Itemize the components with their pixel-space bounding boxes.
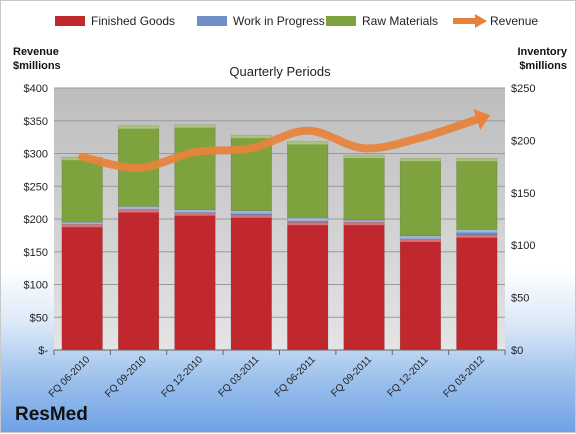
x-tick-label: FQ 03-2012 bbox=[441, 354, 487, 400]
bar-highlight bbox=[118, 206, 159, 210]
bar-finished-goods bbox=[61, 223, 103, 351]
bar-raw-materials bbox=[399, 157, 442, 237]
bar-highlight bbox=[174, 124, 216, 128]
bar-highlight bbox=[231, 135, 272, 139]
right-tick-label: $50 bbox=[511, 293, 529, 305]
bar-finished-goods bbox=[287, 221, 329, 351]
left-tick-label: $- bbox=[38, 345, 48, 357]
bar-highlight bbox=[174, 209, 216, 213]
left-tick-label: $350 bbox=[24, 116, 48, 128]
x-tick-label: FQ 12-2011 bbox=[386, 354, 431, 399]
x-tick-label: FQ 09-2010 bbox=[103, 354, 149, 400]
legend-label-revenue: Revenue bbox=[490, 14, 538, 28]
bar-highlight bbox=[400, 158, 441, 162]
bar-highlight bbox=[61, 224, 103, 228]
x-tick-label: FQ 06-2011 bbox=[273, 354, 318, 399]
left-tick-label: $200 bbox=[24, 214, 48, 226]
legend-swatch-raw-materials bbox=[326, 16, 356, 26]
revenue-arrowhead bbox=[473, 108, 491, 130]
x-tick-label: FQ 03-2011 bbox=[216, 354, 261, 399]
bar-finished-goods bbox=[230, 214, 272, 351]
left-tick-label: $150 bbox=[24, 247, 48, 259]
right-tick-label: $200 bbox=[511, 135, 535, 147]
bar-raw-materials bbox=[343, 154, 385, 221]
revenue-series bbox=[78, 108, 491, 172]
right-tick-label: $250 bbox=[511, 83, 535, 95]
bar-finished-goods bbox=[343, 221, 385, 351]
left-tick-label: $50 bbox=[30, 312, 48, 324]
bar-raw-materials bbox=[456, 157, 498, 230]
bar-raw-materials bbox=[61, 156, 103, 223]
bar-highlight bbox=[287, 217, 328, 221]
left-tick-label: $400 bbox=[24, 83, 48, 95]
bar-highlight bbox=[231, 210, 272, 214]
legend-label-finished-goods: Finished Goods bbox=[91, 14, 175, 28]
legend: Finished Goods Work in Progress Raw Mate… bbox=[55, 14, 538, 28]
bar-finished-goods bbox=[399, 238, 442, 351]
right-axis-ticks: $0 $50 $100 $150 $200 $250 bbox=[511, 83, 535, 357]
bar-raw-materials bbox=[287, 141, 329, 219]
right-tick-label: $0 bbox=[511, 345, 523, 357]
bar-highlight bbox=[343, 220, 385, 223]
bar-finished-goods bbox=[174, 212, 216, 351]
bar-highlight bbox=[400, 235, 441, 239]
right-axis-label-line1: Inventory bbox=[517, 46, 567, 58]
bar-highlight bbox=[456, 234, 498, 238]
bar-highlight bbox=[456, 158, 498, 162]
legend-label-work-in-progress: Work in Progress bbox=[233, 14, 325, 28]
bars-group bbox=[61, 124, 498, 351]
bar-highlight bbox=[118, 209, 159, 213]
chart-title: Quarterly Periods bbox=[229, 64, 331, 79]
bar-finished-goods bbox=[456, 234, 498, 351]
bar-highlight bbox=[343, 222, 385, 226]
left-axis-label-line1: Revenue bbox=[13, 46, 59, 58]
x-tick-label: FQ 06-2010 bbox=[47, 354, 93, 400]
company-name: ResMed bbox=[15, 404, 88, 425]
bar-highlight bbox=[231, 214, 272, 218]
x-tick-label: FQ 09-2011 bbox=[329, 354, 374, 399]
left-axis-ticks: $- $50 $100 $150 $200 $250 $300 $350 $400 bbox=[24, 83, 49, 357]
bar-finished-goods bbox=[117, 209, 160, 351]
x-axis-ticks: FQ 06-2010 FQ 09-2010 FQ 12-2010 FQ 03-2011… bbox=[47, 350, 506, 400]
bar-highlight bbox=[118, 125, 159, 129]
legend-swatch-work-in-progress bbox=[197, 16, 227, 26]
bar-highlight bbox=[287, 222, 328, 226]
bar-highlight bbox=[456, 229, 498, 233]
bar-highlight bbox=[343, 155, 385, 159]
left-tick-label: $250 bbox=[24, 181, 48, 193]
bar-highlight bbox=[287, 141, 328, 145]
left-tick-label: $100 bbox=[24, 280, 48, 292]
left-tick-label: $300 bbox=[24, 149, 48, 161]
right-axis-label-line2: $millions bbox=[519, 60, 567, 72]
x-tick-label: FQ 12-2010 bbox=[160, 354, 206, 400]
bar-highlight bbox=[174, 212, 216, 216]
right-tick-label: $150 bbox=[511, 188, 535, 200]
left-axis-label-line2: $millions bbox=[13, 60, 61, 72]
right-tick-label: $100 bbox=[511, 240, 535, 252]
legend-swatch-finished-goods bbox=[55, 16, 85, 26]
bar-raw-materials bbox=[174, 124, 216, 210]
revenue-line bbox=[78, 115, 481, 172]
bar-highlight bbox=[400, 238, 441, 242]
legend-arrowhead-revenue bbox=[475, 14, 487, 28]
bar-highlight bbox=[61, 222, 103, 225]
legend-label-raw-materials: Raw Materials bbox=[362, 14, 438, 28]
